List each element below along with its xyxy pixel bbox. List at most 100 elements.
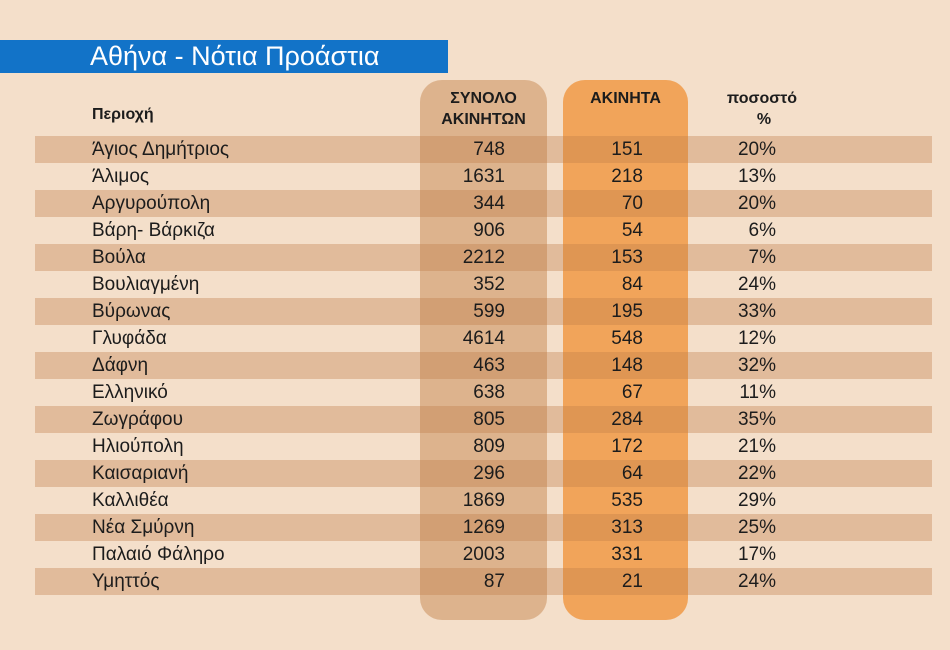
total-cell: 87 bbox=[483, 571, 505, 592]
percent-cell: 35% bbox=[737, 409, 776, 430]
region-cell: Ζωγράφου bbox=[92, 409, 184, 430]
region-cell: Άγιος Δημήτριος bbox=[92, 139, 230, 160]
header-percent-line1: ποσοστό bbox=[726, 90, 798, 107]
region-cell: Καισαριανή bbox=[92, 463, 189, 484]
header-total-line2: ΑΚΙΝΗΤΩΝ bbox=[441, 111, 526, 128]
total-cell: 352 bbox=[473, 274, 505, 295]
total-column-band bbox=[420, 80, 547, 620]
region-cell: Γλυφάδα bbox=[92, 328, 167, 349]
percent-cell: 11% bbox=[739, 382, 776, 403]
region-cell: Νέα Σμύρνη bbox=[92, 517, 195, 538]
percent-cell: 21% bbox=[737, 436, 776, 457]
table-row: Βουλιαγμένη 352 84 24% bbox=[0, 271, 950, 298]
region-cell: Βούλα bbox=[92, 247, 146, 268]
total-cell: 809 bbox=[473, 436, 505, 457]
page-title: Αθήνα - Νότια Προάστια bbox=[90, 41, 380, 71]
table-row: Ζωγράφου 805 284 35% bbox=[0, 406, 950, 433]
row-stripe bbox=[35, 190, 932, 217]
header-region: Περιοχή bbox=[92, 106, 154, 123]
row-stripe bbox=[35, 136, 932, 163]
row-stripe bbox=[35, 460, 932, 487]
region-cell: Βύρωνας bbox=[92, 301, 171, 322]
title-bar: Αθήνα - Νότια Προάστια bbox=[0, 40, 448, 73]
vacant-column-band bbox=[563, 80, 688, 620]
table-row: Βάρη- Βάρκιζα 906 54 6% bbox=[0, 217, 950, 244]
region-cell: Καλλιθέα bbox=[92, 490, 169, 511]
vacant-cell: 195 bbox=[611, 301, 643, 322]
total-cell: 296 bbox=[473, 463, 505, 484]
vacant-cell: 284 bbox=[611, 409, 643, 430]
percent-cell: 20% bbox=[737, 139, 776, 160]
region-cell: Παλαιό Φάληρο bbox=[92, 544, 225, 565]
percent-cell: 20% bbox=[737, 193, 776, 214]
percent-cell: 17% bbox=[737, 544, 776, 565]
row-stripe bbox=[35, 352, 932, 379]
vacant-cell: 535 bbox=[611, 490, 643, 511]
table-body: Άγιος Δημήτριος 748 151 20% Άλιμος 1631 218 13%… bbox=[0, 136, 950, 595]
total-cell: 1269 bbox=[462, 517, 505, 538]
total-cell: 1869 bbox=[462, 490, 505, 511]
table-row: Γλυφάδα 4614 548 12% bbox=[0, 325, 950, 352]
region-cell: Βουλιαγμένη bbox=[92, 274, 200, 295]
vacant-cell: 21 bbox=[621, 571, 643, 592]
table-row: Καισαριανή 296 64 22% bbox=[0, 460, 950, 487]
vacant-cell: 218 bbox=[611, 166, 643, 187]
percent-cell: 32% bbox=[737, 355, 776, 376]
vacant-cell: 148 bbox=[611, 355, 643, 376]
total-cell: 2212 bbox=[462, 247, 505, 268]
total-cell: 1631 bbox=[462, 166, 505, 187]
vacant-cell: 313 bbox=[611, 517, 643, 538]
table-row: Αργυρούπολη 344 70 20% bbox=[0, 190, 950, 217]
percent-cell: 24% bbox=[737, 571, 776, 592]
vacant-cell: 548 bbox=[611, 328, 643, 349]
vacant-cell: 151 bbox=[611, 139, 643, 160]
header-vacant: ΑΚΙΝΗΤΑ bbox=[590, 90, 661, 107]
table-row: Ηλιούπολη 809 172 21% bbox=[0, 433, 950, 460]
header-total-line1: ΣΥΝΟΛΟ bbox=[450, 90, 517, 107]
percent-cell: 7% bbox=[748, 247, 776, 268]
vacant-cell: 331 bbox=[611, 544, 643, 565]
header-percent: ποσοστό % bbox=[712, 88, 812, 130]
table-row: Υμηττός 87 21 24% bbox=[0, 568, 950, 595]
region-cell: Υμηττός bbox=[92, 571, 160, 592]
region-cell: Αργυρούπολη bbox=[92, 193, 211, 214]
header-total: ΣΥΝΟΛΟ ΑΚΙΝΗΤΩΝ bbox=[420, 88, 547, 130]
table-row: Νέα Σμύρνη 1269 313 25% bbox=[0, 514, 950, 541]
vacant-cell: 153 bbox=[611, 247, 643, 268]
vacant-cell: 84 bbox=[621, 274, 643, 295]
row-stripe bbox=[35, 514, 932, 541]
table-row: Δάφνη 463 148 32% bbox=[0, 352, 950, 379]
vacant-cell: 67 bbox=[621, 382, 643, 403]
row-stripe bbox=[35, 406, 932, 433]
percent-cell: 12% bbox=[737, 328, 776, 349]
row-stripe bbox=[35, 298, 932, 325]
percent-cell: 29% bbox=[737, 490, 776, 511]
table-row: Ελληνικό 638 67 11% bbox=[0, 379, 950, 406]
table-row: Βύρωνας 599 195 33% bbox=[0, 298, 950, 325]
row-stripe bbox=[35, 568, 932, 595]
total-cell: 906 bbox=[473, 220, 505, 241]
percent-cell: 6% bbox=[748, 220, 776, 241]
vacant-cell: 172 bbox=[611, 436, 643, 457]
table-row: Παλαιό Φάληρο 2003 331 17% bbox=[0, 541, 950, 568]
percent-cell: 13% bbox=[737, 166, 776, 187]
vacant-cell: 70 bbox=[621, 193, 643, 214]
total-cell: 599 bbox=[473, 301, 505, 322]
total-cell: 638 bbox=[473, 382, 505, 403]
region-cell: Βάρη- Βάρκιζα bbox=[92, 220, 215, 241]
total-cell: 4614 bbox=[462, 328, 505, 349]
header-percent-line2: % bbox=[756, 111, 772, 128]
region-cell: Άλιμος bbox=[92, 166, 150, 187]
percent-cell: 25% bbox=[737, 517, 776, 538]
table-row: Άγιος Δημήτριος 748 151 20% bbox=[0, 136, 950, 163]
total-cell: 463 bbox=[473, 355, 505, 376]
total-cell: 748 bbox=[473, 139, 505, 160]
vacant-cell: 54 bbox=[621, 220, 643, 241]
vacant-cell: 64 bbox=[621, 463, 643, 484]
total-cell: 805 bbox=[473, 409, 505, 430]
table-row: Καλλιθέα 1869 535 29% bbox=[0, 487, 950, 514]
percent-cell: 33% bbox=[737, 301, 776, 322]
total-cell: 344 bbox=[473, 193, 505, 214]
region-cell: Ελληνικό bbox=[92, 382, 168, 403]
percent-cell: 22% bbox=[737, 463, 776, 484]
